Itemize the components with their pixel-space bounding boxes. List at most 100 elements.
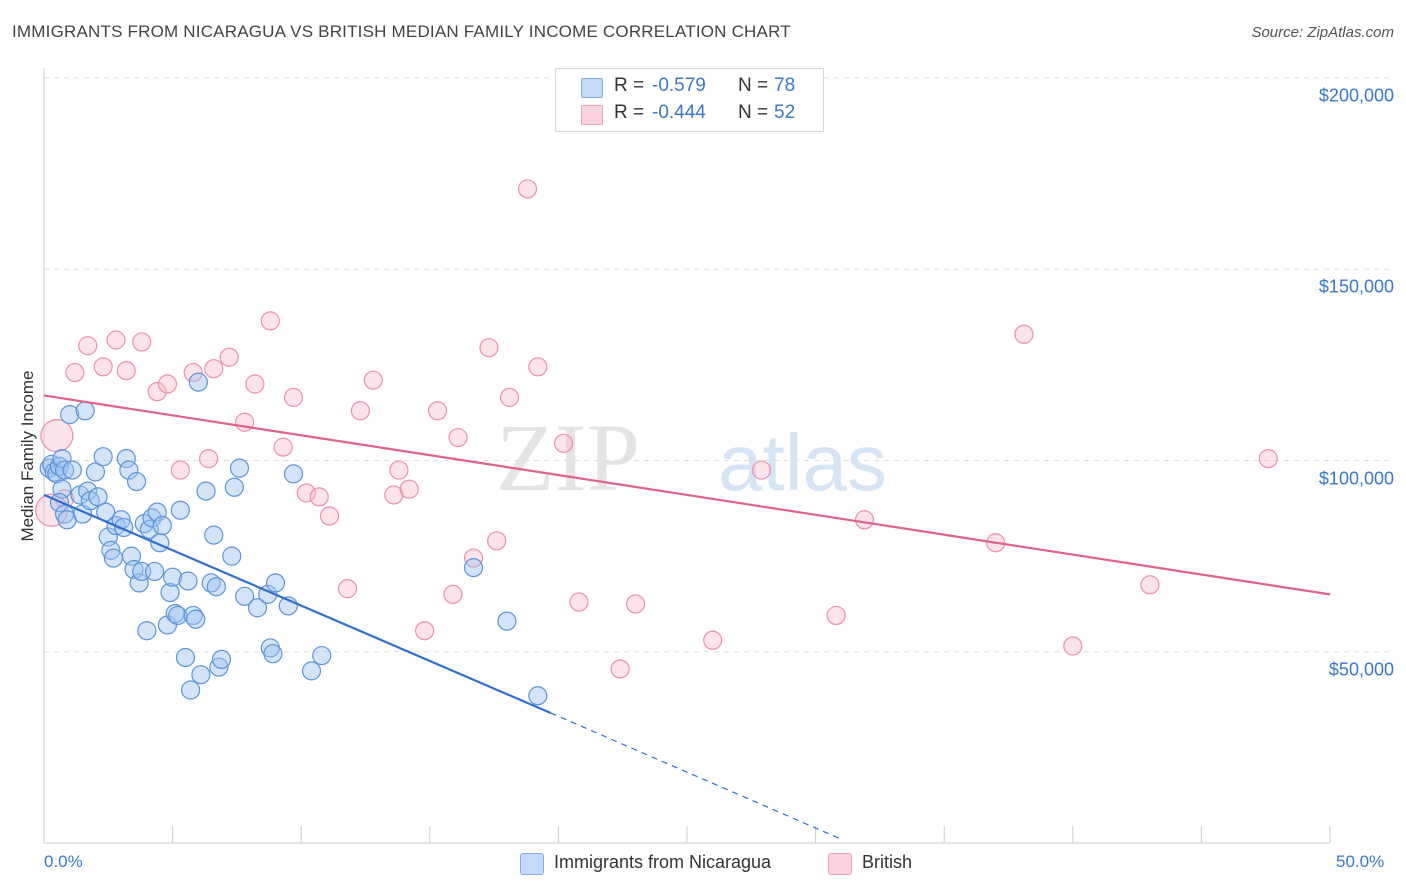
data-point-nicaragua [206,577,226,597]
data-point-british [319,506,340,526]
data-point-british [1140,575,1160,595]
data-point-british [569,592,589,612]
data-point-british [703,630,723,650]
data-point-british [157,374,178,394]
data-point-nicaragua [222,546,242,566]
data-point-nicaragua [101,540,121,560]
r-label: R = [614,102,645,123]
data-point-nicaragua [144,561,165,582]
trend-line-nicaragua [43,493,552,714]
data-point-nicaragua [75,401,95,421]
data-point-nicaragua [163,567,183,587]
legend-label-british: British [862,852,913,872]
data-point-nicaragua [170,500,190,520]
data-point-nicaragua [126,471,147,492]
source-label: Source: ZipAtlas.com [1251,24,1394,41]
data-point-nicaragua [178,571,198,591]
data-point-british [337,579,358,599]
x-tick-max: 50.0% [1336,852,1385,871]
n-label: N = [738,102,769,123]
data-point-british [528,357,548,377]
trend-line-nicaragua-extension [550,712,842,840]
data-point-british [751,460,772,480]
data-point-british [65,362,85,383]
data-point-nicaragua [54,460,75,480]
data-point-nicaragua [191,665,211,685]
legend-label-nicaragua: Immigrants from Nicaragua [554,852,772,872]
data-point-british [116,361,136,381]
data-point-nicaragua [312,645,332,666]
legend-swatch-blue [520,853,544,875]
data-point-nicaragua [301,661,322,681]
data-point-nicaragua [209,657,229,677]
data-point-british [553,433,574,453]
trend-line-british [43,394,1331,596]
data-point-british [273,437,293,457]
r-value: -0.444 [652,102,706,123]
data-point-british [1063,636,1083,656]
data-point-british [487,531,507,551]
data-point-nicaragua [283,464,304,484]
data-point-british [389,460,409,480]
data-point-nicaragua [263,644,283,664]
data-point-nicaragua [235,586,255,606]
grid-lines [44,77,1395,653]
series-nicaragua-points [39,372,548,706]
data-point-british [78,336,98,356]
data-point-british [1258,448,1278,469]
data-point-british [183,362,203,383]
data-point-nicaragua [49,456,70,476]
data-point-nicaragua [497,611,517,631]
data-point-nicaragua [186,609,206,629]
data-point-nicaragua [137,621,157,641]
legend-swatch-blue [581,78,603,98]
watermark: ZIP atlas [496,404,887,511]
data-point-british [204,359,224,379]
data-point-nicaragua [204,525,224,545]
data-point-british [296,483,316,503]
data-point-nicaragua [152,515,172,536]
y-tick-label: $50,000 [1328,659,1394,680]
data-point-british [854,510,875,530]
data-point-british [93,357,113,377]
data-point-british [219,347,239,367]
data-point-british [199,448,219,469]
data-point-british [170,460,190,480]
data-point-british [363,370,383,390]
data-point-nicaragua [224,477,244,497]
data-point-nicaragua [265,573,286,593]
data-point-nicaragua [247,598,268,618]
data-point-british [826,605,846,626]
data-point-british [415,621,435,641]
data-point-nicaragua [93,447,113,467]
data-point-british [132,332,152,352]
data-point-nicaragua [129,573,149,593]
data-point-british [448,427,468,448]
watermark-zip: ZIP [496,404,640,511]
y-tick-label: $150,000 [1318,276,1394,297]
data-point-nicaragua [168,605,188,626]
data-point-british [1014,324,1034,344]
data-point-nicaragua [188,372,208,392]
data-point-nicaragua [60,405,80,425]
data-point-nicaragua [142,508,162,528]
trend-lines [43,394,1331,840]
data-point-nicaragua [181,680,201,700]
data-point-british [443,584,463,604]
legend-swatch-pink [828,853,852,875]
r-value: -0.579 [652,75,706,96]
data-point-nicaragua [157,615,178,635]
data-point-nicaragua [119,460,139,480]
data-point-british [245,374,265,394]
data-point-british [479,338,499,358]
watermark-atlas: atlas [718,418,887,507]
data-point-nicaragua [201,573,221,593]
data-point-british [350,401,370,421]
axes [43,68,1331,844]
data-point-nicaragua [528,686,548,706]
data-point-british [399,479,419,499]
n-value: 52 [774,102,796,123]
data-point-british [427,401,448,421]
data-point-nicaragua [196,481,216,501]
